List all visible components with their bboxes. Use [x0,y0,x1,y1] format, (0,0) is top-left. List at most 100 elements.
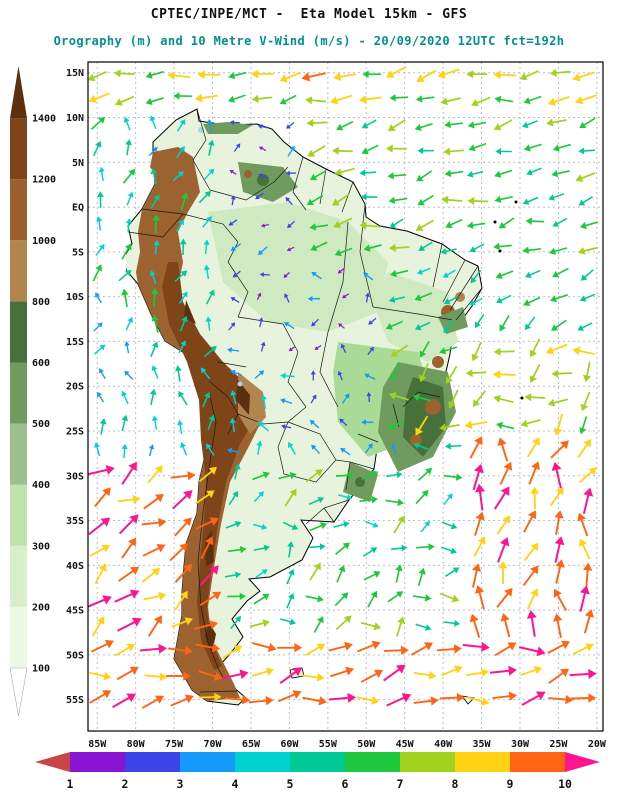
wind-arrow [361,144,379,155]
wind-arrow [279,618,296,626]
wind-arrow [522,246,541,254]
wind-arrow [228,490,239,506]
wind-arrow [124,341,130,354]
wind-arrow [229,169,237,175]
orography-scale-label: 400 [32,480,50,491]
wind-arrow [525,217,545,225]
wind-arrow [252,471,270,481]
wind-arrow [125,139,132,156]
wind-arrow [122,168,136,184]
lon-tick-label: 55W [319,739,338,750]
wind-arrow [415,95,435,103]
chart-subtitle: Orography (m) and 10 Metre V-Wind (m/s) … [53,34,565,48]
wind-arrow [228,219,238,226]
orography-color-step [10,179,27,241]
lat-tick-label: 50S [66,650,84,661]
wind-arrow [439,692,465,703]
wind-color-step [180,752,235,772]
wind-arrow [466,668,489,677]
wind-arrow [342,293,350,299]
lat-tick-label: 15N [66,68,84,79]
wind-arrow [251,94,273,103]
wind-arrow [334,247,353,257]
wind-arrow [335,471,355,479]
wind-arrow [389,94,409,102]
wind-arrow [492,370,516,379]
wind-arrow [121,461,137,485]
wind-arrow [418,241,433,251]
wind-arrow [334,592,349,607]
orography-color-step [10,362,27,424]
wind-arrow [336,565,346,583]
wind-arrow [368,317,377,325]
wind-arrow [114,589,140,603]
wind-arrow [526,167,542,176]
wind-arrow [493,486,510,510]
wind-arrow [308,496,325,506]
wind-arrow [309,543,326,550]
wind-arrow [97,191,104,208]
wind-arrow [232,270,241,278]
wind-arrow [545,343,568,355]
wind-arrow [475,483,485,511]
wind-arrow [150,287,159,307]
wind-arrow [572,71,595,82]
chart-title: CPTEC/INPE/MCT - Eta Model 15km - GFS [150,7,468,22]
wind-arrow [496,294,512,304]
wind-arrow [229,120,240,125]
island-dot [498,249,502,253]
orography-colorbar: 100 200 300 400 500 600 800 1000 1200 1400 [9,66,56,717]
wind-arrow [228,94,246,103]
wind-arrow [417,194,434,206]
wind-arrow [253,491,264,503]
wind-arrow [199,565,219,586]
wind-arrow [222,645,243,659]
wind-scale-label: 10 [558,777,572,791]
wind-arrow [333,217,353,228]
wind-arrow [579,585,590,612]
wind-arrow [200,367,211,380]
wind-arrow [413,442,430,451]
wind-scale-label: 2 [122,777,129,791]
wind-arrow [176,119,186,132]
wind-arrow [579,467,597,483]
wind-arrow [260,223,270,228]
wind-arrow [417,267,431,275]
orography-scale-label: 100 [32,664,50,675]
island-dot [493,220,497,224]
wind-arrow [150,168,158,185]
wind-arrow [383,645,409,655]
wind-arrow [442,269,456,278]
wind-arrow [555,559,565,584]
wind-arrow [494,642,517,657]
wind-arrow [417,467,433,482]
orography-color-step [10,240,27,302]
wind-arrow [571,693,597,703]
wind-arrow [415,415,429,436]
wind-color-step [510,752,565,772]
wind-arrow [288,442,297,455]
wind-arrow [145,70,164,79]
wind-arrow [550,440,569,459]
wind-arrow [552,143,571,152]
wind-arrow [96,216,103,231]
wind-arrow [469,436,483,459]
lat-tick-label: 25S [66,426,84,437]
wind-arrow [523,296,541,306]
wind-arrow [198,466,217,483]
wind-arrow [314,345,322,350]
wind-arrow [339,418,348,426]
wind-arrow [387,591,404,603]
lat-tick-label: 15S [66,337,84,348]
lon-tick-label: 85W [88,739,107,750]
wind-arrow [117,617,142,632]
wind-arrow [256,440,263,455]
wind-arrow [141,695,164,709]
wind-color-step [235,752,290,772]
lat-tick-label: 55S [66,695,84,706]
wind-arrow [551,170,570,178]
wind-arrow [121,243,132,260]
wind-arrow [311,444,321,455]
wind-arrow [416,69,437,82]
wind-arrow [523,143,542,152]
